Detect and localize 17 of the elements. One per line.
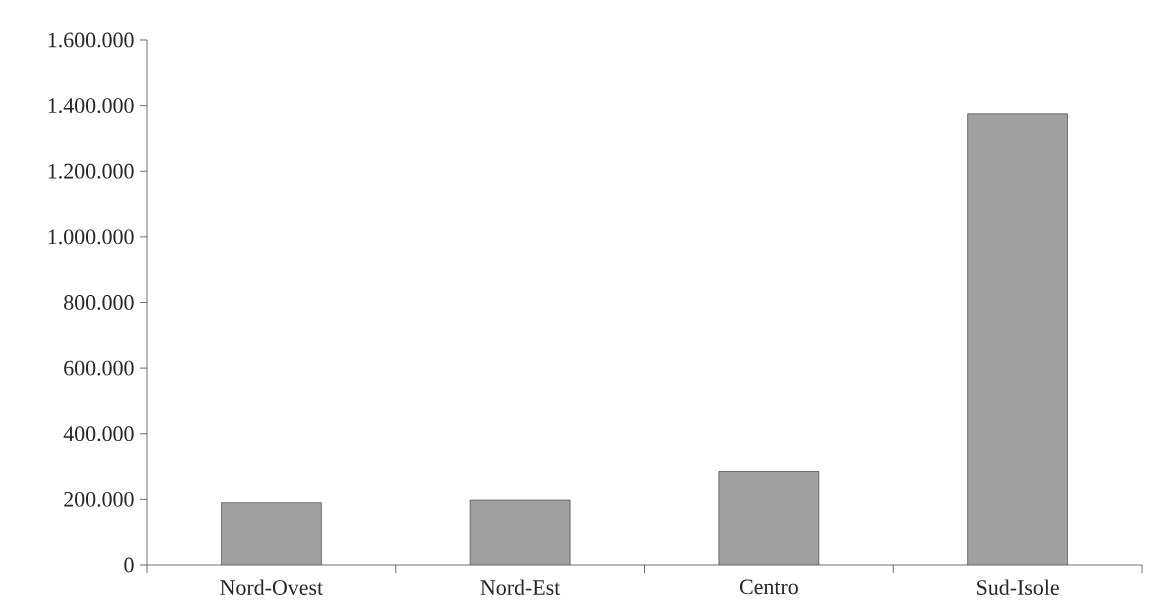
y-tick-label: 1.600.000 [48,32,134,48]
bar [718,471,820,565]
x-tick-label: Nord-Ovest [220,579,323,595]
y-tick-label: 400.000 [63,426,134,442]
x-tick-label: Nord-Est [480,579,561,595]
y-tick-label: 1.400.000 [48,98,134,114]
y-tick-label: 800.000 [64,295,134,310]
y-tick-label: 200.000 [64,491,134,507]
bar [967,113,1068,565]
bar [221,502,322,565]
y-tick-label: 1.200.000 [48,163,134,179]
y-tick-label: 1.000.000 [48,229,134,245]
x-tick-label: Sud-Isole [977,579,1059,595]
y-tick-label: 0 [124,557,134,573]
x-tick-label: Centro [739,579,798,595]
y-tick-label: 600.000 [64,360,134,376]
bar [469,499,571,565]
